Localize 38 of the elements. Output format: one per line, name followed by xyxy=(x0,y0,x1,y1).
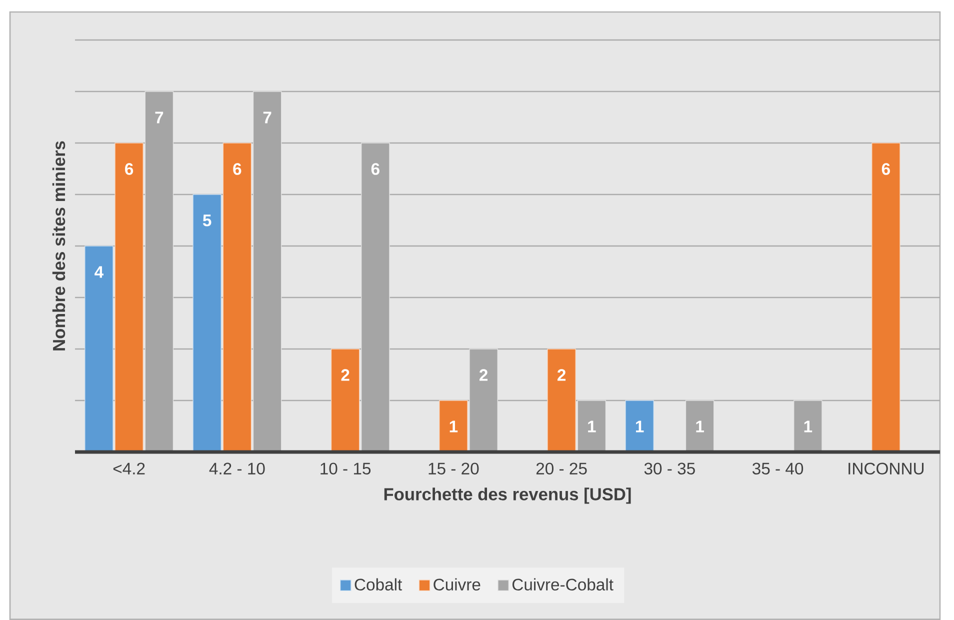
data-label: 1 xyxy=(696,420,704,432)
bar xyxy=(192,194,222,452)
legend-label: Cuivre xyxy=(434,578,480,591)
data-label: 2 xyxy=(480,369,488,381)
data-label: 2 xyxy=(558,369,566,381)
bar xyxy=(84,246,114,452)
bar xyxy=(625,400,654,452)
bar xyxy=(872,142,900,452)
data-label: 7 xyxy=(155,112,164,124)
x-tick-label: 4.2 - 10 xyxy=(209,462,265,474)
x-tick-label: 20 - 25 xyxy=(536,462,587,474)
x-tick-label: 10 - 15 xyxy=(320,462,371,474)
data-label: 1 xyxy=(588,420,596,432)
x-tick-label: 35 - 40 xyxy=(752,462,804,474)
bar xyxy=(439,400,468,452)
data-label: 6 xyxy=(233,163,242,175)
bar xyxy=(114,142,144,452)
data-label: 6 xyxy=(125,163,134,175)
x-tick-label: 15 - 20 xyxy=(428,462,479,474)
y-axis-title: Nombre des sites miniers xyxy=(52,141,66,350)
legend-label: Cuivre-Cobalt xyxy=(512,578,614,591)
data-label: 4 xyxy=(94,266,104,278)
data-label: 2 xyxy=(341,369,350,381)
x-tick-label: 30 - 35 xyxy=(644,462,695,474)
data-label: 1 xyxy=(450,420,458,432)
data-label: 6 xyxy=(882,163,890,175)
data-label: 7 xyxy=(263,112,272,124)
data-label: 1 xyxy=(636,420,644,432)
data-label: 5 xyxy=(202,214,212,226)
bar xyxy=(547,348,576,452)
x-tick-label: INCONNU xyxy=(848,462,924,474)
legend-label: Cobalt xyxy=(354,578,402,591)
bar xyxy=(222,142,252,452)
x-tick-label: <4.2 xyxy=(113,462,145,474)
bar xyxy=(330,348,360,452)
data-label: 1 xyxy=(804,420,812,432)
data-label: 6 xyxy=(371,163,380,175)
x-axis-title: Fourchette des revenus [USD] xyxy=(384,488,631,504)
